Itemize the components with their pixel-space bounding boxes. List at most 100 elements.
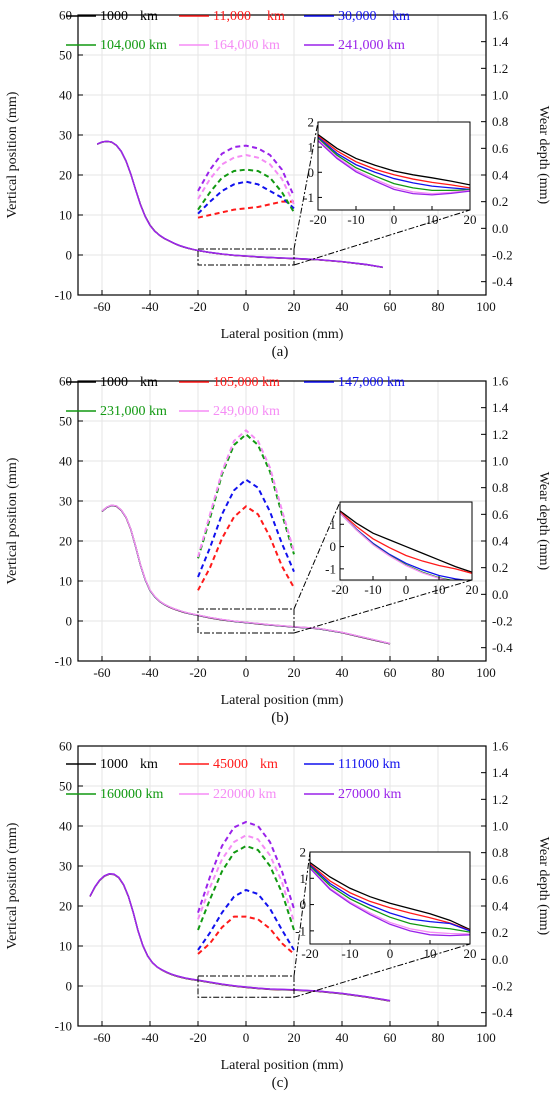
y2-tick-label: 0.0 [492,221,508,236]
y-tick-label: 40 [59,819,72,834]
legend-unit: km [392,9,410,24]
y2-tick-label: 1.6 [492,374,509,389]
y2-tick-label: 0.8 [492,114,508,129]
inset-curve-2 [318,136,470,191]
y-tick-label: 50 [59,414,72,429]
y2-tick-label: 0.0 [492,587,508,602]
inset-background [340,502,472,580]
y-tick-label: 0 [66,248,73,263]
y2-tick-label: 0.0 [492,952,508,967]
zoom-leader-top [293,501,341,610]
x-axis-label: Lateral position (mm) [221,327,344,342]
legend-label: 160000 km [100,787,164,802]
y-tick-label: -10 [55,654,72,669]
x-tick-label: 0 [243,299,250,314]
inset-curve-4 [310,867,470,935]
y2-tick-label: 0.2 [492,925,508,940]
x-tick-label: -40 [141,1030,158,1045]
legend-label: 1000 [100,757,128,772]
inset-y-tick-label: 0 [308,165,315,180]
inset-x-tick-label: -20 [301,946,318,961]
wear-depth-curve-2 [197,168,295,213]
inset-background [318,122,470,210]
y-tick-label: 60 [59,739,72,754]
wear-depth-curve-1 [197,888,295,951]
x-tick-label: -60 [93,299,110,314]
y2-tick-label: 0.8 [492,480,508,495]
inset-curve-5 [318,140,470,196]
y2-tick-label: 1.0 [492,819,508,834]
x-tick-label: 60 [384,665,397,680]
inset-curve-1 [310,863,470,931]
x-axis-label: Lateral position (mm) [221,1058,344,1073]
y-axis-label: Vertical position (mm) [5,91,20,218]
y-tick-label: 40 [59,454,72,469]
y2-tick-label: -0.4 [492,640,513,655]
inset-curve-0 [310,861,470,931]
inset-curve-3 [318,137,470,192]
y-tick-label: 10 [59,939,72,954]
y-tick-label: 50 [59,48,72,63]
inset-curve-1 [340,511,472,574]
panel-b: -60 -40 -20 0 20 40 60 80 100-100102030405060-0.… [5,374,550,727]
y-tick-label: -10 [55,288,72,303]
legend-label: 1000 [100,9,128,24]
y-tick-label: 30 [59,494,72,509]
inset-curve-4 [318,139,470,195]
legend-label: 241,000 km [338,38,405,53]
y-tick-label: -10 [55,1019,72,1034]
inset-chart: -20 -10 0 10 20-101 [325,501,479,597]
y2-tick-label: 0.2 [492,194,508,209]
wear-depth-curve-3 [197,834,295,923]
y-tick-label: 30 [59,128,72,143]
zoom-box [197,608,295,634]
inset-curve-3 [310,865,470,933]
zoom-leader-bottom [293,579,473,634]
x-tick-label: -20 [189,665,206,680]
inset-curve-2 [310,864,470,932]
y-axis-label: Vertical position (mm) [5,822,20,949]
y2-tick-label: 1.4 [492,765,509,780]
panel-caption: (b) [271,710,289,726]
zoom-leader-top [293,121,319,250]
legend-label: 220000 km [213,787,277,802]
x-tick-label: 80 [432,299,445,314]
legend-unit: km [260,757,278,772]
x-tick-label: 20 [288,1030,301,1045]
legend-label: 111000 km [338,757,400,772]
y-tick-label: 60 [59,8,72,23]
legend-label: 104,000 km [100,38,167,53]
y2-tick-label: -0.2 [492,248,513,263]
y2-axis-label: Wear depth (mm) [536,106,550,205]
inset-x-tick-label: 10 [433,582,446,597]
x-tick-label: 40 [336,299,349,314]
x-tick-label: 100 [476,1030,496,1045]
inset-x-tick-label: -10 [364,582,381,597]
plot-frame [77,14,487,296]
legend-label: 11,000 [213,9,251,24]
plot-frame [77,745,487,1027]
inset-x-tick-label: 0 [387,946,394,961]
y-tick-label: 40 [59,88,72,103]
panel-caption: (c) [272,1075,289,1091]
y-tick-label: 60 [59,374,72,389]
legend-label: 1000 [100,375,128,390]
x-tick-label: 20 [288,299,301,314]
y2-tick-label: 1.4 [492,400,509,415]
legend-unit: km [140,375,158,390]
legend-label: 147,000 km [338,375,405,390]
inset-curve-1 [318,135,470,189]
x-tick-label: 20 [288,665,301,680]
y2-tick-label: 1.4 [492,34,509,49]
y-tick-label: 30 [59,859,72,874]
y2-tick-label: 1.2 [492,427,508,442]
y-tick-label: 10 [59,208,72,223]
y2-tick-label: 0.2 [492,560,508,575]
plot-frame [77,380,487,662]
inset-x-tick-label: -20 [331,582,348,597]
inset-y-tick-label: 1 [300,871,307,886]
inset-x-tick-label: 0 [403,582,410,597]
legend-unit: km [140,9,158,24]
